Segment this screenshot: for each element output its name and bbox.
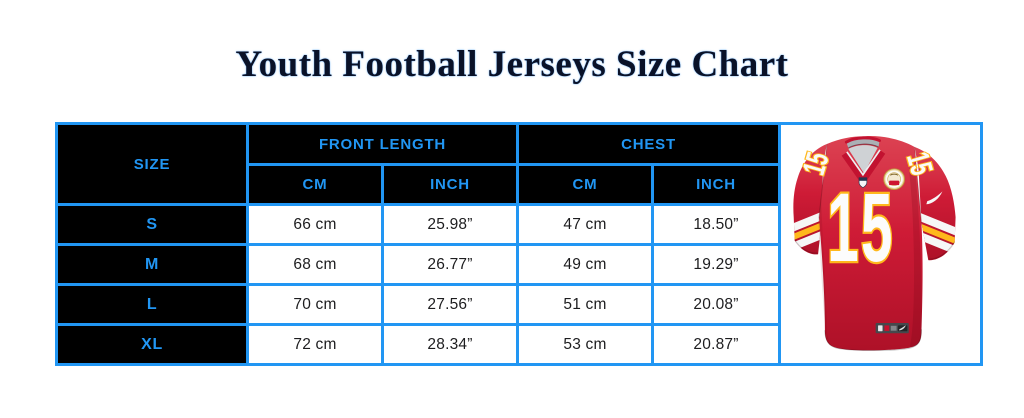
chest-cm-s: 47 cm — [516, 203, 654, 246]
jersey-right-sleeve — [914, 146, 956, 261]
page-title: Youth Football Jerseys Size Chart — [235, 44, 789, 85]
sub-header-front-inch: INCH — [381, 163, 519, 206]
chest-inch-xl: 20.87” — [651, 323, 781, 366]
chest-cm-m: 49 cm — [516, 243, 654, 286]
size-label-l: L — [55, 283, 249, 326]
neck-opening — [848, 145, 878, 174]
table-row-l: L 70 cm 27.56” 51 cm 20.08” — [55, 283, 982, 326]
back-collar-edge — [844, 136, 881, 144]
left-shoulder-seam — [818, 143, 828, 219]
table-row-s: S 66 cm 25.98” 47 cm 18.50” — [55, 203, 982, 246]
table-row-m: M 68 cm 26.77” 49 cm 19.29” — [55, 243, 982, 286]
chest-cm-xl: 53 cm — [516, 323, 654, 366]
front-inch-s: 25.98” — [381, 203, 519, 246]
front-inch-m: 26.77” — [381, 243, 519, 286]
hem-seam — [824, 329, 922, 352]
chest-inch-m: 19.29” — [651, 243, 781, 286]
nike-swoosh-icon — [926, 191, 943, 205]
right-cuff-seam — [928, 241, 956, 260]
front-cm-xl: 72 cm — [246, 323, 384, 366]
chest-inch-s: 18.50” — [651, 203, 781, 246]
col-header-size: SIZE — [55, 122, 249, 206]
front-cm-l: 70 cm — [246, 283, 384, 326]
jock-tag — [875, 322, 909, 334]
collar-shadow-line — [848, 143, 879, 149]
left-cuff-seam — [794, 239, 818, 254]
nfl-shield-icon — [858, 177, 868, 189]
jersey-graphic: 15 15 15 — [793, 136, 956, 352]
front-inch-xl: 28.34” — [381, 323, 519, 366]
collar-piping — [846, 149, 881, 177]
front-cm-s: 66 cm — [246, 203, 384, 246]
left-side-shade — [818, 193, 830, 345]
sub-header-chest-inch: INCH — [651, 163, 781, 206]
col-header-chest: CHEST — [516, 122, 781, 166]
front-inch-l: 27.56” — [381, 283, 519, 326]
size-label-m: M — [55, 243, 249, 286]
col-header-front-length: FRONT LENGTH — [246, 122, 519, 166]
jersey-image-cell: 15 15 15 — [778, 122, 983, 366]
table-row-xl: XL 72 cm 28.34” 53 cm 20.87” — [55, 323, 982, 366]
front-cm-m: 68 cm — [246, 243, 384, 286]
size-chart-table: SIZE FRONT LENGTH CHEST — [55, 122, 983, 366]
right-side-shade — [908, 164, 922, 347]
right-shoulder-seam — [914, 146, 922, 224]
chest-number: 15 — [827, 173, 894, 282]
size-label-xl: XL — [55, 323, 249, 366]
size-label-s: S — [55, 203, 249, 246]
chiefs-patch-icon — [883, 168, 905, 190]
sub-header-chest-cm: CM — [516, 163, 654, 206]
sub-header-front-cm: CM — [246, 163, 384, 206]
chest-inch-l: 20.08” — [651, 283, 781, 326]
chest-cm-l: 51 cm — [516, 283, 654, 326]
